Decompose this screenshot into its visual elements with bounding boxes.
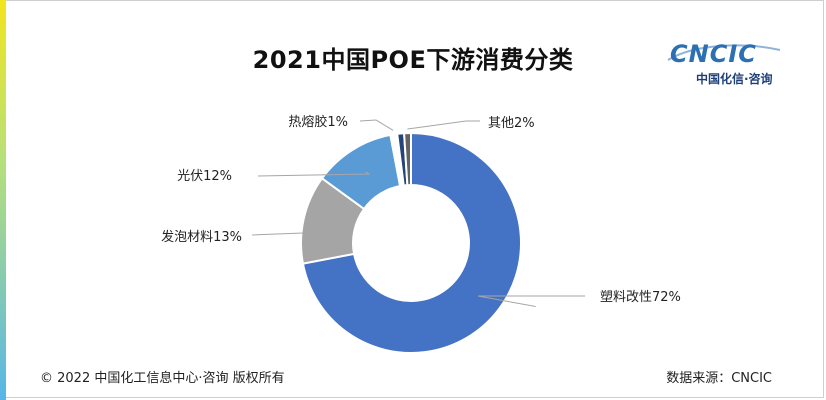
logo-text: CNCIC [670, 40, 757, 68]
logo-swoosh-icon [667, 44, 781, 61]
footer-source: 数据来源：CNCIC [666, 371, 772, 386]
leader-line-2 [251, 224, 330, 236]
slice-label-2: 发泡材料13% [161, 229, 242, 245]
slice-label-1: 塑料改性72% [600, 290, 681, 305]
slice-label-3: 光伏12% [177, 169, 232, 184]
logo-subtitle: 中国化信·咨询 [696, 72, 773, 86]
donut-slice-1 [301, 131, 522, 354]
leader-line-4 [359, 119, 394, 131]
slice-label-4: 热熔胶1% [288, 114, 348, 130]
donut-slice-6 [403, 131, 412, 187]
leader-line-1 [477, 295, 585, 308]
footer-copyright: © 2022 中国化工信息中心·咨询 版权所有 [40, 371, 285, 386]
leader-line-6 [407, 120, 480, 130]
accent-bar [0, 0, 6, 400]
slice-label-6: 其他2% [488, 116, 535, 131]
chart-title: 2021中国POE下游消费分类 [252, 46, 574, 74]
cncic-logo: CNCIC 中国化信·咨询 [664, 40, 784, 90]
leader-line-3 [257, 171, 371, 177]
